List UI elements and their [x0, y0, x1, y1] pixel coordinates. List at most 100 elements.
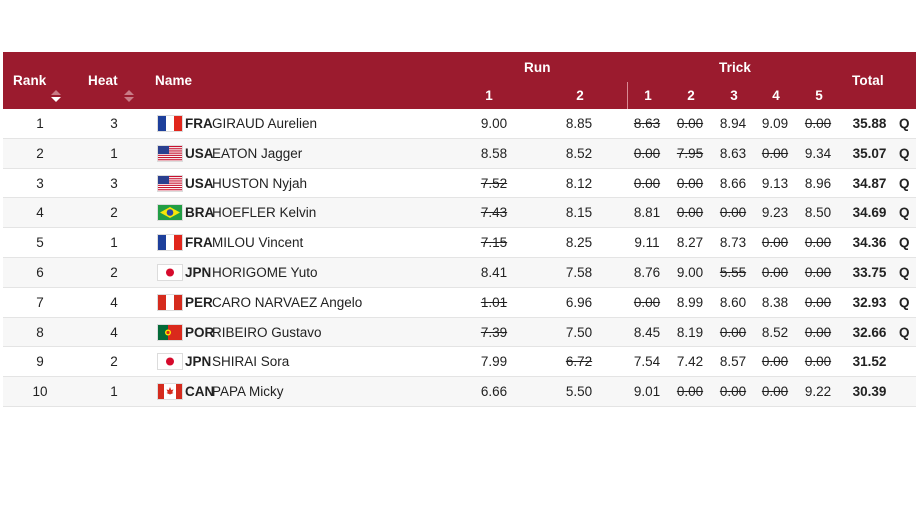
heat-sort-icon[interactable]: [124, 90, 134, 104]
run-1-score: 1.01: [480, 294, 508, 310]
portugal-flag-icon: [157, 323, 183, 341]
table-row[interactable]: 3 3 USA HUSTON Nyjah 7.52 8.12 0.00 0.00 8.66 9.1…: [3, 168, 916, 199]
trick-3-score: 8.57: [719, 354, 747, 370]
table-row[interactable]: 7 4 PER CARO NARVAEZ Angelo 1.01 6.96 0.00 8.99…: [3, 287, 916, 318]
athlete-name[interactable]: GIRAUD Aurelien: [212, 116, 318, 131]
trick-2-score: 9.00: [676, 264, 704, 280]
trick-2-score: 8.99: [676, 294, 704, 310]
total-score: 30.39: [852, 384, 887, 400]
france-flag-icon: [157, 234, 183, 252]
france-flag-icon: [157, 115, 183, 132]
run-1-score: 6.66: [480, 384, 508, 400]
athlete-name[interactable]: CARO NARVAEZ Angelo: [212, 294, 363, 310]
total-column-header: Total: [852, 73, 884, 88]
table-row[interactable]: 6 2 JPN HORIGOME Yuto 8.41 7.58 8.76 9.00 5.55 0.…: [3, 257, 916, 288]
run-2-score: 6.96: [565, 294, 593, 310]
athlete-name[interactable]: MILOU Vincent: [212, 235, 304, 251]
run-1-score: 8.58: [480, 145, 508, 161]
rank-cell: 5: [36, 235, 44, 251]
trick-4-score: 0.00: [761, 354, 789, 370]
heat-cell: 1: [110, 384, 118, 400]
trick-2-score: 8.19: [676, 324, 704, 340]
table-row[interactable]: 1 3 FRA GIRAUD Aurelien 9.00 8.85 8.63 0.00 8.94…: [3, 109, 916, 139]
usa-flag-icon: [157, 144, 183, 162]
trick-2-score: 0.00: [676, 384, 704, 400]
total-score: 33.75: [852, 264, 887, 280]
trick-1-score: 0.00: [633, 175, 661, 191]
run-2-score: 8.15: [565, 205, 593, 221]
trick-5-score: 0.00: [804, 235, 832, 251]
country-code: POR: [185, 324, 215, 340]
rank-cell: 9: [36, 354, 44, 370]
country-code: USA: [185, 175, 214, 191]
trick-5-score: 9.22: [804, 384, 832, 400]
total-score: 32.66: [852, 324, 887, 340]
athlete-name[interactable]: HUSTON Nyjah: [212, 175, 308, 191]
trick-5-score: 0.00: [804, 294, 832, 310]
trick-5-score: 0.00: [804, 354, 832, 370]
trick-2-score: 8.27: [676, 235, 704, 251]
rank-cell: 1: [36, 116, 44, 131]
trick-2-header: 2: [687, 88, 695, 103]
rank-cell: 3: [36, 175, 44, 191]
athlete-name[interactable]: HOEFLER Kelvin: [212, 205, 317, 221]
run-2-score: 6.72: [565, 354, 593, 370]
trick-4-score: 0.00: [761, 384, 789, 400]
table-row[interactable]: 9 2 JPN SHIRAI Sora 7.99 6.72 7.54 7.42 8.57 0.00…: [3, 347, 916, 378]
run-trick-divider: [627, 82, 628, 109]
table-row[interactable]: 5 1 FRA MILOU Vincent 7.15 8.25 9.11 8.27 8.73 0.…: [3, 228, 916, 258]
trick-2-score: 7.95: [676, 145, 704, 161]
total-score: 35.07: [852, 145, 887, 161]
total-score: 34.87: [852, 175, 887, 191]
rank-column-header[interactable]: Rank: [13, 73, 47, 88]
athlete-name[interactable]: HORIGOME Yuto: [212, 264, 318, 280]
run-2-score: 8.25: [565, 235, 593, 251]
table-row[interactable]: 10 1 CAN PAPA Micky 6.66 5.50 9.01 0.00 0.00 0.00…: [3, 377, 916, 407]
rank-cell: 6: [36, 264, 44, 280]
trick-3-score: 0.00: [719, 384, 747, 400]
country-code: USA: [185, 145, 214, 161]
athlete-name[interactable]: SHIRAI Sora: [212, 354, 290, 370]
heat-column-header[interactable]: Heat: [88, 73, 118, 88]
qualified-badge: Q: [899, 235, 910, 251]
heat-cell: 2: [110, 205, 118, 221]
run-1-score: 8.41: [480, 264, 508, 280]
table-row[interactable]: 2 1 USA EATON Jagger 8.58 8.52 0.00 7.95 8.63 0.0…: [3, 138, 916, 169]
country-code: PER: [185, 294, 213, 310]
trick-5-score: 9.34: [804, 145, 832, 161]
heat-cell: 4: [110, 324, 118, 340]
heat-cell: 2: [110, 354, 118, 370]
japan-flag-icon: [157, 353, 183, 371]
trick-1-score: 8.45: [633, 324, 661, 340]
qualified-badge: Q: [899, 116, 910, 131]
run-2-score: 8.12: [565, 175, 593, 191]
table-row[interactable]: 4 2 BRA HOEFLER Kelvin 7.43 8.15 8.81 0.00 0.00 9…: [3, 198, 916, 229]
country-code: CAN: [185, 384, 215, 400]
country-code: FRA: [185, 116, 213, 131]
run-1-score: 7.15: [480, 235, 508, 251]
trick-column-header: Trick: [719, 60, 752, 75]
peru-flag-icon: [157, 293, 183, 311]
rank-sort-icon[interactable]: [51, 90, 81, 104]
table-body: 1 3 FRA GIRAUD Aurelien 9.00 8.85 8.63 0.00 8.94…: [3, 109, 916, 407]
trick-5-score: 8.96: [804, 175, 832, 191]
trick-3-score: 8.63: [719, 145, 747, 161]
trick-5-score: 0.00: [804, 324, 832, 340]
trick-4-score: 0.00: [761, 235, 789, 251]
trick-3-score: 8.73: [719, 235, 747, 251]
trick-4-score: 8.38: [761, 294, 789, 310]
trick-1-score: 8.81: [633, 205, 661, 221]
athlete-name[interactable]: PAPA Micky: [212, 384, 284, 400]
run-2-score: 5.50: [565, 384, 593, 400]
results-table: Rank Heat Name Run Trick Total 1 2 1 2 3…: [3, 52, 916, 407]
qualified-badge: Q: [899, 324, 910, 340]
run-1-score: 7.43: [480, 205, 508, 221]
trick-1-score: 9.01: [633, 384, 661, 400]
athlete-name[interactable]: EATON Jagger: [212, 145, 303, 161]
trick-4-score: 0.00: [761, 145, 789, 161]
trick-1-score: 8.76: [633, 264, 661, 280]
athlete-name[interactable]: RIBEIRO Gustavo: [212, 324, 322, 340]
trick-1-score: 8.63: [633, 116, 661, 131]
table-row[interactable]: 8 4 POR RIBEIRO Gustavo 7.39 7.50 8.45 8.19 0.00…: [3, 317, 916, 348]
run-1-score: 7.52: [480, 175, 508, 191]
